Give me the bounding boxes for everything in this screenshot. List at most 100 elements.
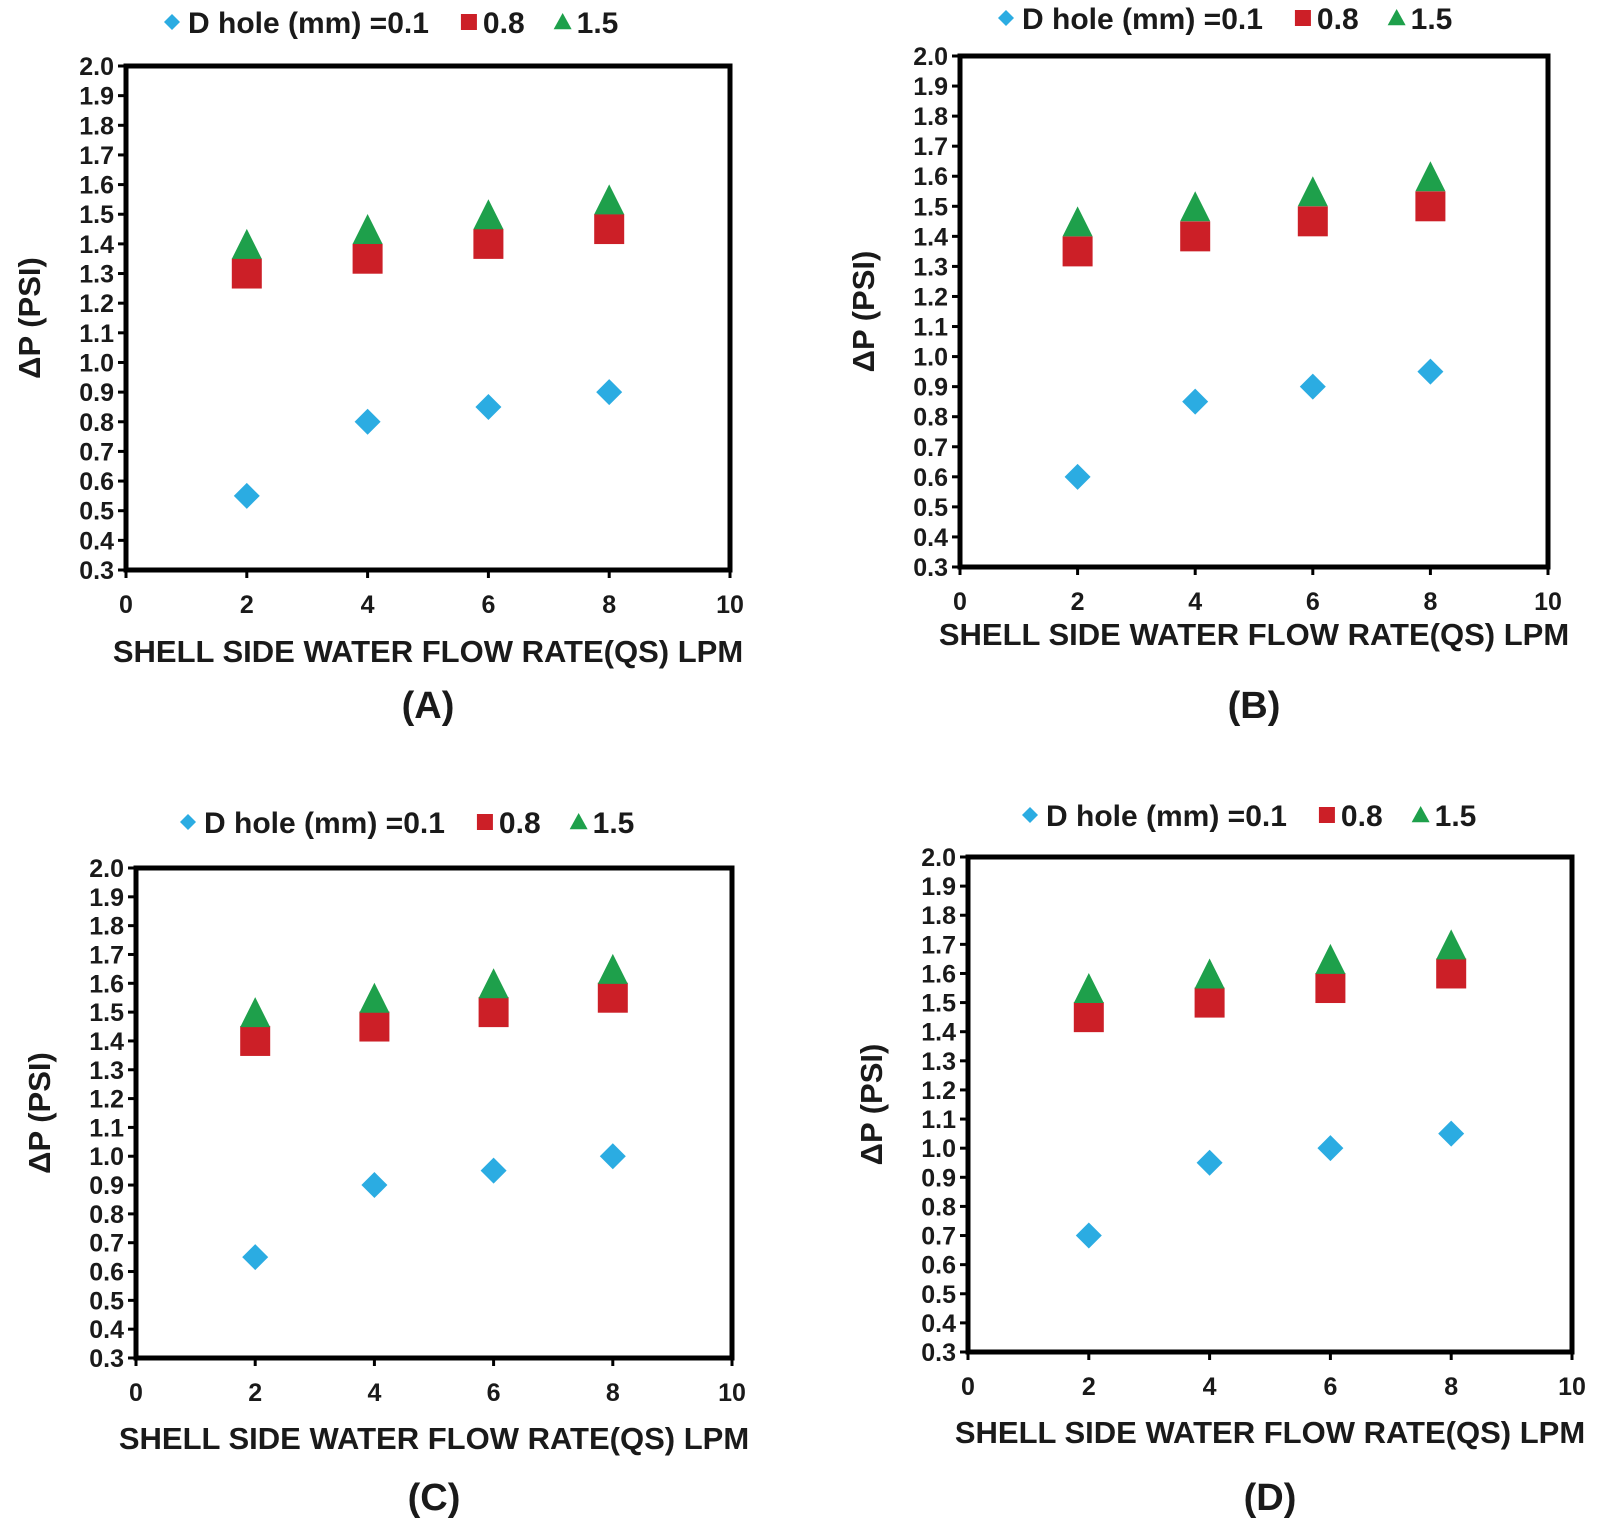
y-tick-label: 1.2 <box>921 1077 956 1105</box>
legend: D hole (mm) = 0.1 0.8 1.5 <box>998 3 1452 36</box>
data-point-square <box>231 258 262 289</box>
legend-title: D hole (mm) = <box>204 807 403 840</box>
plot-frame <box>965 854 1575 1355</box>
y-tick-label: 1.0 <box>921 1135 956 1163</box>
data-point-diamond <box>1064 463 1091 490</box>
legend-label: 0.8 <box>499 807 541 840</box>
data-points <box>240 953 628 1271</box>
data-point-diamond <box>242 1244 269 1271</box>
x-tick-label: 4 <box>361 591 375 619</box>
y-tick-label: 0.4 <box>913 524 948 552</box>
y-tick-label: 0.5 <box>79 498 114 526</box>
legend-marker-diamond <box>180 814 196 830</box>
y-tick-label: 0.7 <box>79 438 114 466</box>
y-tick-label: 2.0 <box>921 844 956 872</box>
y-tick-label: 1.4 <box>913 223 948 251</box>
data-point-diamond <box>354 408 381 435</box>
y-axis-label: ΔP (PSI) <box>846 251 881 373</box>
data-point-square <box>478 997 509 1028</box>
y-tick-label: 1.4 <box>921 1019 956 1047</box>
data-point-triangle <box>1436 929 1467 960</box>
y-tick-label: 0.9 <box>89 1172 124 1200</box>
legend-label: 0.8 <box>1341 800 1383 833</box>
legend-label: 0.1 <box>387 7 429 40</box>
data-point-square <box>1180 221 1211 252</box>
legend-marker-triangle <box>569 813 588 830</box>
y-tick-label: 1.3 <box>921 1048 956 1076</box>
legend-marker-triangle <box>1387 9 1406 26</box>
data-point-square <box>1062 236 1093 267</box>
data-point-square <box>1315 973 1346 1004</box>
y-tick-label: 1.3 <box>89 1057 124 1085</box>
chart-panel-a: 0.30.40.50.60.70.80.91.01.11.21.31.41.51… <box>12 7 744 727</box>
data-point-square <box>1194 987 1225 1018</box>
y-tick-label: 2.0 <box>89 855 124 883</box>
legend-label: 1.5 <box>577 7 619 40</box>
x-tick-label: 8 <box>1444 1373 1458 1401</box>
legend-title: D hole (mm) = <box>1046 800 1245 833</box>
chart-panel-d: 0.30.40.50.60.70.80.91.01.11.21.31.41.51… <box>854 800 1586 1519</box>
data-point-square <box>597 982 628 1013</box>
y-tick-label: 1.6 <box>89 970 124 998</box>
data-point-square <box>240 1025 271 1056</box>
y-tick-label: 1.8 <box>89 913 124 941</box>
x-tick-label: 4 <box>1188 588 1202 616</box>
y-tick-label: 0.6 <box>89 1259 124 1287</box>
data-point-triangle <box>597 953 628 984</box>
data-point-diamond <box>475 393 502 420</box>
legend-title: D hole (mm) = <box>188 7 387 40</box>
data-point-triangle <box>1194 958 1225 989</box>
y-tick-label: 1.0 <box>913 344 948 372</box>
y-tick-label: 0.6 <box>921 1252 956 1280</box>
x-tick-label: 10 <box>716 591 744 619</box>
y-tick-label: 2.0 <box>913 43 948 71</box>
x-tick-label: 0 <box>129 1379 143 1407</box>
legend-marker-square <box>476 814 493 830</box>
x-tick-label: 6 <box>481 591 495 619</box>
legend-marker-square <box>1318 807 1335 823</box>
x-tick-label: 4 <box>367 1379 381 1407</box>
legend-label: 0.1 <box>403 807 445 840</box>
chart-panel-b: 0.30.40.50.60.70.80.91.01.11.21.31.41.51… <box>846 3 1569 727</box>
y-tick-label: 0.8 <box>913 404 948 432</box>
y-tick-label: 0.3 <box>89 1345 124 1373</box>
data-point-diamond <box>599 1143 626 1170</box>
y-axis-label: ΔP (PSI) <box>22 1052 57 1174</box>
x-axis-label: SHELL SIDE WATER FLOW RATE(QS) LPM <box>113 634 743 669</box>
x-tick-label: 2 <box>240 591 254 619</box>
x-tick-label: 4 <box>1203 1373 1217 1401</box>
legend-marker-square <box>1294 10 1311 26</box>
y-tick-label: 1.1 <box>913 314 948 342</box>
data-point-triangle <box>352 214 383 245</box>
y-tick-label: 1.9 <box>921 873 956 901</box>
x-tick-label: 10 <box>1558 1373 1586 1401</box>
y-tick-label: 1.1 <box>79 320 114 348</box>
y-tick-label: 0.9 <box>921 1164 956 1192</box>
legend: D hole (mm) = 0.1 0.8 1.5 <box>180 807 634 840</box>
data-point-diamond <box>1075 1222 1102 1249</box>
legend-label: 0.1 <box>1245 800 1287 833</box>
x-tick-label: 6 <box>1323 1373 1337 1401</box>
data-point-triangle <box>594 184 625 215</box>
y-tick-label: 1.9 <box>913 73 948 101</box>
x-tick-label: 8 <box>606 1379 620 1407</box>
y-tick-label: 1.9 <box>79 83 114 111</box>
y-tick-label: 1.8 <box>79 112 114 140</box>
x-tick-label: 2 <box>1071 588 1085 616</box>
x-tick-label: 6 <box>1306 588 1320 616</box>
x-tick-label: 2 <box>1082 1373 1096 1401</box>
legend-marker-diamond <box>998 10 1014 26</box>
legend-label: 1.5 <box>1411 3 1453 36</box>
x-tick-label: 8 <box>1423 588 1437 616</box>
y-tick-label: 0.3 <box>79 557 114 585</box>
panel-label: (B) <box>1228 685 1281 727</box>
y-axis-label: ΔP (PSI) <box>12 257 47 379</box>
y-tick-label: 1.5 <box>89 999 124 1027</box>
y-tick-label: 1.2 <box>89 1086 124 1114</box>
y-tick-label: 1.0 <box>79 349 114 377</box>
data-point-triangle <box>231 228 262 259</box>
legend-marker-triangle <box>1411 806 1430 823</box>
y-tick-label: 1.7 <box>89 941 124 969</box>
y-tick-label: 1.6 <box>913 163 948 191</box>
